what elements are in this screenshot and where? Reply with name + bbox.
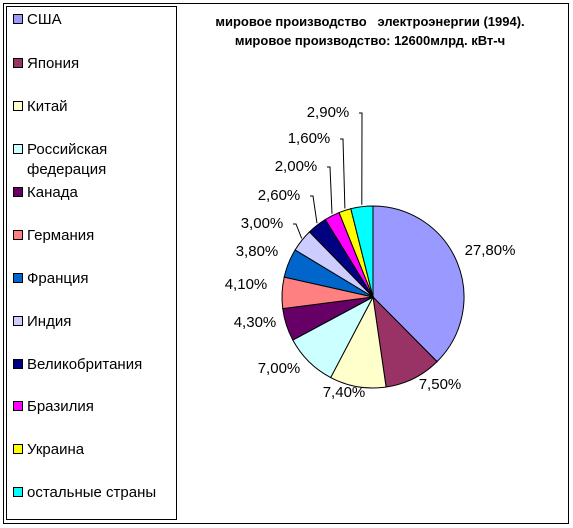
legend-item: Российская федерация <box>13 140 178 180</box>
slice-data-label: 2,90% <box>307 104 350 121</box>
legend-label: Великобритания <box>27 356 143 373</box>
pie-slice <box>372 205 465 363</box>
chart-title-line: мировое производство электроэнергии (199… <box>215 14 525 29</box>
leader-line <box>340 138 346 209</box>
pie-slice <box>350 205 374 298</box>
legend-swatch <box>13 230 23 240</box>
legend-item: Германия <box>13 226 178 246</box>
slice-data-label: 3,00% <box>241 215 284 232</box>
legend-swatch <box>13 444 23 454</box>
slice-data-label: 2,60% <box>258 187 301 204</box>
chart-subtitle-line: мировое производство: 12600млрд. кВт-ч <box>234 33 506 48</box>
legend-item: Китай <box>13 97 178 117</box>
legend-label: Российская федерация <box>27 141 108 178</box>
slice-data-label: 7,00% <box>258 360 301 377</box>
slice-data-label: 7,40% <box>323 384 366 401</box>
legend-item: остальные страны <box>13 483 178 503</box>
slice-data-label: 1,60% <box>288 130 331 147</box>
legend-item: Франция <box>13 269 178 289</box>
legend-label: Китай <box>27 98 68 115</box>
chart-title: мировое производство электроэнергии (199… <box>180 12 560 50</box>
legend-swatch <box>13 316 23 326</box>
legend-item: Канада <box>13 183 178 203</box>
legend-label: Бразилия <box>27 398 94 415</box>
legend-item: Украина <box>13 440 178 460</box>
legend-label: Германия <box>27 227 95 244</box>
leader-line <box>310 195 318 224</box>
legend-label: Канада <box>27 184 78 201</box>
leader-line <box>359 112 363 205</box>
legend-label: США <box>27 11 62 28</box>
legend-label: Индия <box>27 313 72 330</box>
slice-data-label: 4,10% <box>225 276 268 293</box>
legend-swatch <box>13 359 23 369</box>
legend-item: Бразилия <box>13 397 178 417</box>
legend-swatch <box>13 14 23 24</box>
leader-line <box>293 223 303 239</box>
slice-data-label: 7,50% <box>419 376 462 393</box>
legend-swatch <box>13 273 23 283</box>
legend-item: Индия <box>13 312 178 332</box>
slice-data-label: 2,00% <box>275 158 318 175</box>
legend-label: остальные страны <box>27 484 157 501</box>
slice-data-label: 3,80% <box>236 243 279 260</box>
legend-item: Великобритания <box>13 355 178 375</box>
legend-label: Япония <box>27 55 80 72</box>
legend-swatch <box>13 487 23 497</box>
legend-swatch <box>13 187 23 197</box>
legend-item: Япония <box>13 54 178 74</box>
leader-line <box>327 166 333 214</box>
slice-data-label: 27,80% <box>465 242 516 259</box>
slice-data-label: 4,30% <box>234 314 277 331</box>
legend-label: Украина <box>27 441 85 458</box>
legend-label: Франция <box>27 270 89 287</box>
legend-swatch <box>13 58 23 68</box>
legend-swatch <box>13 101 23 111</box>
legend: США Япония Китай Российская федерация Канада… <box>6 6 177 520</box>
legend-swatch <box>13 401 23 411</box>
legend-item: США <box>13 10 178 30</box>
legend-swatch <box>13 144 23 154</box>
